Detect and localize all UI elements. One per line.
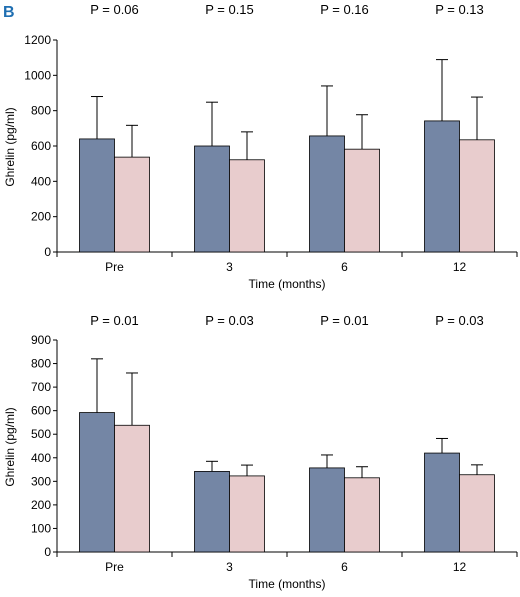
bar xyxy=(194,471,230,553)
p-value-label: P = 0.13 xyxy=(435,2,484,17)
y-tick-label: 800 xyxy=(31,104,51,118)
x-tick-label: 6 xyxy=(341,560,348,574)
x-tick-label: Pre xyxy=(105,560,124,574)
x-tick-label: Pre xyxy=(105,260,124,274)
y-tick-label: 0 xyxy=(44,545,51,559)
bar xyxy=(114,156,150,253)
y-tick-label: 400 xyxy=(31,451,51,465)
x-axis-label: Time (months) xyxy=(249,277,326,291)
chart-top: 0 200 400 600 800 1000 1200 Pre P = 0.06 3 P = 0.1… xyxy=(3,2,518,291)
y-tick-label: 1200 xyxy=(24,33,51,47)
x-tick-label: 3 xyxy=(226,260,233,274)
x-tick-label: 6 xyxy=(341,260,348,274)
x-axis-label: Time (months) xyxy=(249,577,326,591)
p-value-label: P = 0.01 xyxy=(320,313,369,328)
bar xyxy=(79,412,115,553)
y-tick-label: 600 xyxy=(31,404,51,418)
bar xyxy=(424,452,460,553)
y-tick-label: 400 xyxy=(31,174,51,188)
y-tick-label: 500 xyxy=(31,427,51,441)
bar xyxy=(344,477,380,553)
y-axis-label: Ghrelin (pg/ml) xyxy=(3,107,17,186)
y-tick-label: 900 xyxy=(31,333,51,347)
chart-bottom: 0 100 200 300 400 500 600 700 800 900 Pre P = 0.01 3… xyxy=(3,313,518,591)
y-tick-label: 1000 xyxy=(24,68,51,82)
bar xyxy=(194,145,230,253)
x-tick-label: 12 xyxy=(453,560,467,574)
y-tick-label: 0 xyxy=(44,245,51,259)
p-value-label: P = 0.16 xyxy=(320,2,369,17)
panel-letter: B xyxy=(3,4,15,21)
bar xyxy=(229,475,265,553)
y-tick-label: 800 xyxy=(31,357,51,371)
bar xyxy=(79,138,115,253)
bar xyxy=(424,120,460,253)
y-axis-label: Ghrelin (pg/ml) xyxy=(3,407,17,486)
bar xyxy=(344,148,380,253)
bar xyxy=(309,135,345,253)
p-value-label: P = 0.15 xyxy=(205,2,254,17)
bar xyxy=(114,424,150,553)
p-value-label: P = 0.01 xyxy=(90,313,139,328)
y-tick-label: 100 xyxy=(31,521,51,535)
y-tick-label: 200 xyxy=(31,498,51,512)
y-tick-label: 600 xyxy=(31,139,51,153)
p-value-label: P = 0.03 xyxy=(435,313,484,328)
y-tick-label: 700 xyxy=(31,380,51,394)
bar xyxy=(459,474,495,553)
p-value-label: P = 0.06 xyxy=(90,2,139,17)
bar xyxy=(309,467,345,553)
p-value-label: P = 0.03 xyxy=(205,313,254,328)
x-tick-label: 12 xyxy=(453,260,467,274)
y-tick-label: 300 xyxy=(31,474,51,488)
bar xyxy=(229,159,265,253)
bar xyxy=(459,139,495,253)
y-tick-label: 200 xyxy=(31,210,51,224)
x-tick-label: 3 xyxy=(226,560,233,574)
